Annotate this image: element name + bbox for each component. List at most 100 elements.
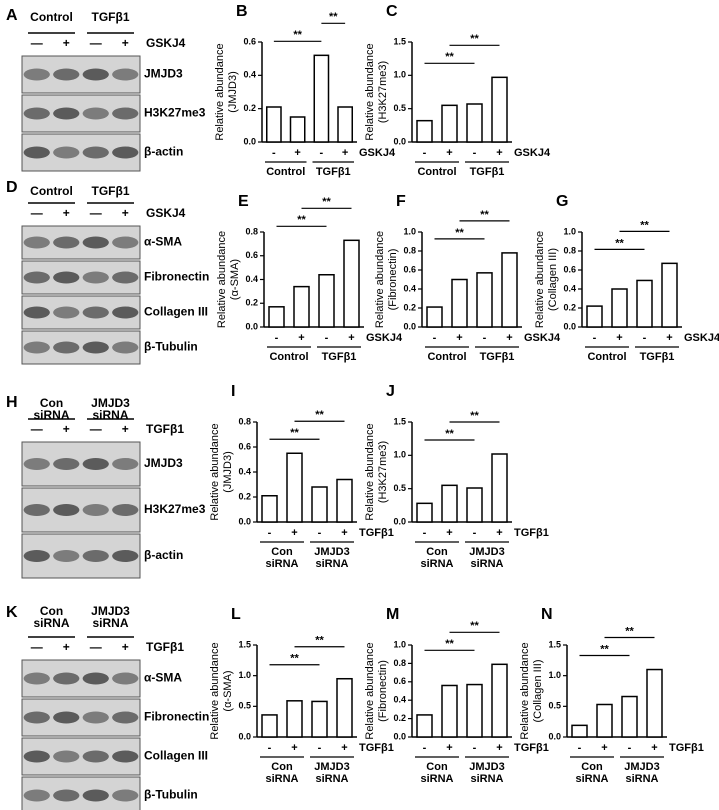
band [82,504,109,516]
band [23,750,50,763]
y-axis-title: Relative abundance (H3K27me3) [364,423,389,520]
panel-letter: M [386,606,399,623]
y-tick-label: 1.5 [238,639,251,649]
group-label: TGFβ1 [316,166,351,178]
band [82,146,109,159]
x-tick-label: + [496,147,502,159]
significance-label: ** [445,51,454,63]
bar [416,119,433,143]
y-axis-title: Relative abundance (α-SMA) [216,231,241,328]
significance-label: ** [615,237,624,249]
y-tick-label: 1.0 [548,670,561,680]
significance-label: ** [297,214,306,226]
bar [266,106,282,143]
band [53,550,80,562]
y-tick-label: 0.4 [403,283,416,293]
treatment-label: GSKJ4 [514,147,551,159]
treatment-label: GSKJ4 [359,147,396,159]
y-tick-label: 0.8 [238,416,251,426]
band-label: H3K27me3 [144,502,206,516]
band [112,750,139,763]
panel-letter: B [236,3,248,20]
band [23,236,50,249]
y-axis-title-line: (α-SMA) [229,259,241,300]
band [82,458,109,470]
bar [491,453,508,523]
y-axis-title: Relative abundance (α-SMA) [209,642,234,739]
band [53,789,80,802]
significance-label: ** [470,620,479,632]
treatment-label: TGFβ1 [669,742,704,754]
bar [476,272,493,328]
bar [268,306,285,328]
group-label: Con [271,546,293,558]
y-axis-title-line: (Fibronectin) [387,249,399,311]
band [23,146,50,159]
band [53,271,80,284]
group-label: TGFβ1 [92,184,130,198]
bar [416,502,433,523]
y-tick-label: 0.4 [243,70,256,80]
band [82,789,109,802]
y-tick-label: 0.2 [243,103,256,113]
panel-letter: D [6,179,18,196]
band [112,672,139,685]
band [82,550,109,562]
panel-letter: G [556,193,568,210]
band [53,504,80,516]
x-tick-label: - [483,332,487,344]
band [23,107,50,120]
bar [313,54,330,143]
group-label: TGFβ1 [480,351,515,363]
sign: + [122,422,129,436]
y-axis-title-line: (Fibronectin) [377,660,389,722]
group-label: TGFβ1 [640,351,675,363]
x-tick-label: + [348,332,354,344]
group-label: Con [40,396,63,410]
x-tick-label: - [433,332,437,344]
group-label: Control [269,351,308,363]
significance-label: ** [315,635,324,647]
bar [343,239,360,328]
treatment-label: TGFβ1 [514,742,549,754]
band-label: Collagen III [144,749,208,763]
significance-label: ** [293,29,302,41]
group-label: TGFβ1 [92,10,130,24]
group-label: JMJD3 [314,546,349,558]
y-axis-title-line: Relative abundance [214,43,226,140]
band [82,711,109,724]
y-tick-label: 0.8 [563,245,576,255]
band [23,672,50,685]
y-axis-title: Relative abundance (JMJD3) [209,423,234,520]
band [53,107,80,120]
significance-label: ** [315,409,324,421]
band [23,271,50,284]
y-axis-title-line: (Collagen III) [547,248,559,311]
x-tick-label: + [666,332,672,344]
panel-letter: H [6,394,18,411]
significance-label: ** [480,209,489,221]
band [82,306,109,319]
band [112,789,139,802]
group-label: Control [266,166,305,178]
group-label: JMJD3 [91,396,130,410]
group-label: siRNA [33,616,69,630]
x-tick-label: - [318,742,322,754]
band [53,750,80,763]
sign: + [63,422,70,436]
bar [441,684,458,738]
treatment-label: TGFβ1 [146,422,184,436]
x-tick-label: - [275,332,279,344]
group-label: siRNA [315,773,348,785]
y-axis-title-line: Relative abundance [364,642,376,739]
group-label: siRNA [470,558,503,570]
bar [441,104,458,143]
bar [336,677,353,738]
y-tick-label: 0.0 [563,321,576,331]
band [112,236,139,249]
band [112,68,139,81]
group-label: siRNA [92,408,128,422]
bar [318,274,335,328]
group-label: siRNA [265,558,298,570]
y-tick-label: 0.6 [243,36,256,46]
